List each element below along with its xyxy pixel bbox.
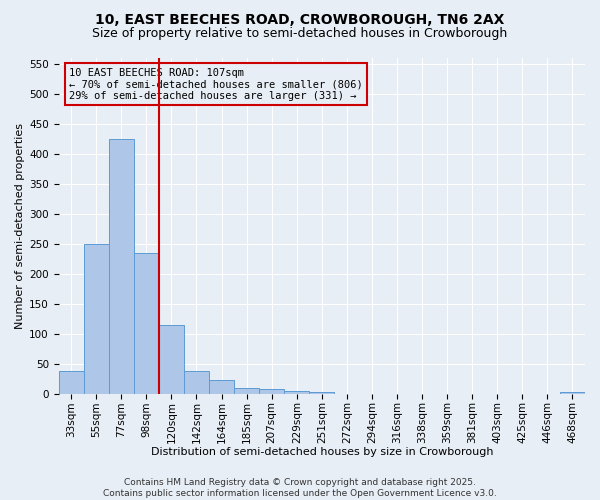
Bar — [159, 324, 184, 394]
X-axis label: Distribution of semi-detached houses by size in Crowborough: Distribution of semi-detached houses by … — [151, 448, 493, 458]
Text: 10 EAST BEECHES ROAD: 107sqm
← 70% of semi-detached houses are smaller (806)
29%: 10 EAST BEECHES ROAD: 107sqm ← 70% of se… — [69, 68, 363, 101]
Bar — [234, 388, 259, 394]
Bar — [109, 138, 134, 394]
Text: Contains HM Land Registry data © Crown copyright and database right 2025.
Contai: Contains HM Land Registry data © Crown c… — [103, 478, 497, 498]
Bar — [134, 252, 159, 394]
Bar — [59, 372, 84, 394]
Bar — [560, 392, 585, 394]
Y-axis label: Number of semi-detached properties: Number of semi-detached properties — [15, 122, 25, 328]
Bar — [259, 389, 284, 394]
Bar — [309, 392, 334, 394]
Bar — [84, 244, 109, 394]
Text: Size of property relative to semi-detached houses in Crowborough: Size of property relative to semi-detach… — [92, 28, 508, 40]
Bar — [284, 390, 309, 394]
Text: 10, EAST BEECHES ROAD, CROWBOROUGH, TN6 2AX: 10, EAST BEECHES ROAD, CROWBOROUGH, TN6 … — [95, 12, 505, 26]
Bar — [209, 380, 234, 394]
Bar — [184, 371, 209, 394]
